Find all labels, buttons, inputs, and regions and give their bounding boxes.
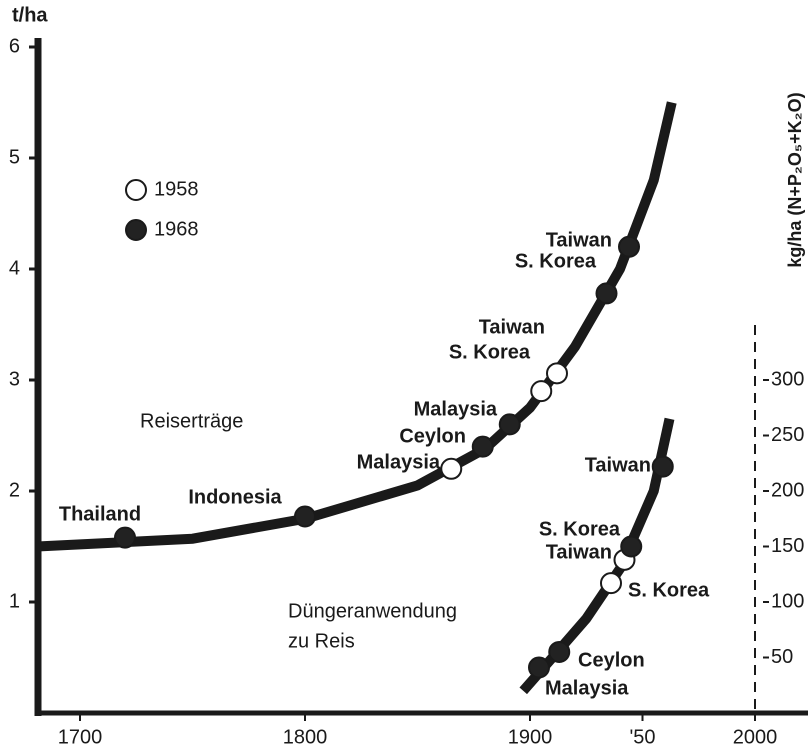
- data-point: [546, 362, 568, 385]
- legend-marker: [125, 179, 147, 201]
- data-point: [651, 455, 674, 478]
- x-tick-label: 1900: [508, 726, 553, 748]
- data-point: [294, 505, 316, 528]
- point-label: Thailand: [59, 503, 141, 525]
- trend-curve: [37, 101, 677, 552]
- y2-tick-label: 100: [771, 590, 804, 612]
- data-point: [618, 235, 640, 258]
- data-point: [471, 435, 494, 458]
- y2-tick-label: 250: [771, 424, 804, 446]
- y-tick-label: 4: [9, 257, 20, 279]
- data-point: [595, 282, 618, 305]
- y-tick-label: 6: [9, 35, 20, 57]
- annotation: zu Reis: [288, 630, 355, 652]
- point-label: Ceylon: [399, 425, 466, 447]
- x-tick-label: 1700: [58, 726, 103, 748]
- x-tick-label: 1800: [283, 726, 328, 748]
- annotation: Düngeranwendung: [288, 600, 457, 622]
- point-label: Indonesia: [188, 486, 282, 508]
- y-tick-label: 1: [9, 590, 20, 612]
- y2-tick-label: 300: [771, 368, 804, 390]
- annotation: Reiserträge: [140, 410, 243, 432]
- y-tick-label: 3: [9, 368, 20, 390]
- data-point: [440, 457, 463, 480]
- legend-label: 1968: [154, 218, 199, 240]
- data-point: [498, 413, 521, 436]
- y-tick-label: 2: [9, 479, 20, 501]
- y2-tick-label: 50: [771, 646, 793, 668]
- y2-axis-label: kg/ha (N+P₂O₅+K₂O): [785, 92, 805, 267]
- data-point: [114, 526, 136, 549]
- point-label: S. Korea: [628, 579, 710, 601]
- data-point: [600, 572, 622, 595]
- y2-tick-label: 150: [771, 535, 804, 557]
- legend-label: 1958: [154, 178, 199, 200]
- point-label: Taiwan: [479, 316, 545, 338]
- y2-tick-label: 200: [771, 479, 804, 501]
- legend-marker: [125, 219, 147, 241]
- point-label: S. Korea: [515, 250, 597, 272]
- data-point: [620, 535, 643, 558]
- point-label: S. Korea: [449, 341, 531, 363]
- x-tick-label: 2000: [733, 726, 778, 748]
- point-label: Malaysia: [545, 677, 629, 699]
- data-point: [548, 640, 571, 663]
- point-label: Malaysia: [414, 398, 498, 420]
- point-label: Taiwan: [546, 541, 612, 563]
- point-label: Malaysia: [357, 451, 441, 473]
- data-point: [528, 656, 550, 679]
- point-label: Taiwan: [546, 229, 612, 251]
- y-tick-label: 5: [9, 146, 20, 168]
- point-label: Taiwan: [585, 454, 651, 476]
- point-label: S. Korea: [539, 518, 621, 540]
- data-point: [530, 380, 553, 403]
- x-tick-label: '50: [629, 726, 655, 748]
- y-axis-label: t/ha: [12, 4, 48, 26]
- point-label: Ceylon: [578, 649, 645, 671]
